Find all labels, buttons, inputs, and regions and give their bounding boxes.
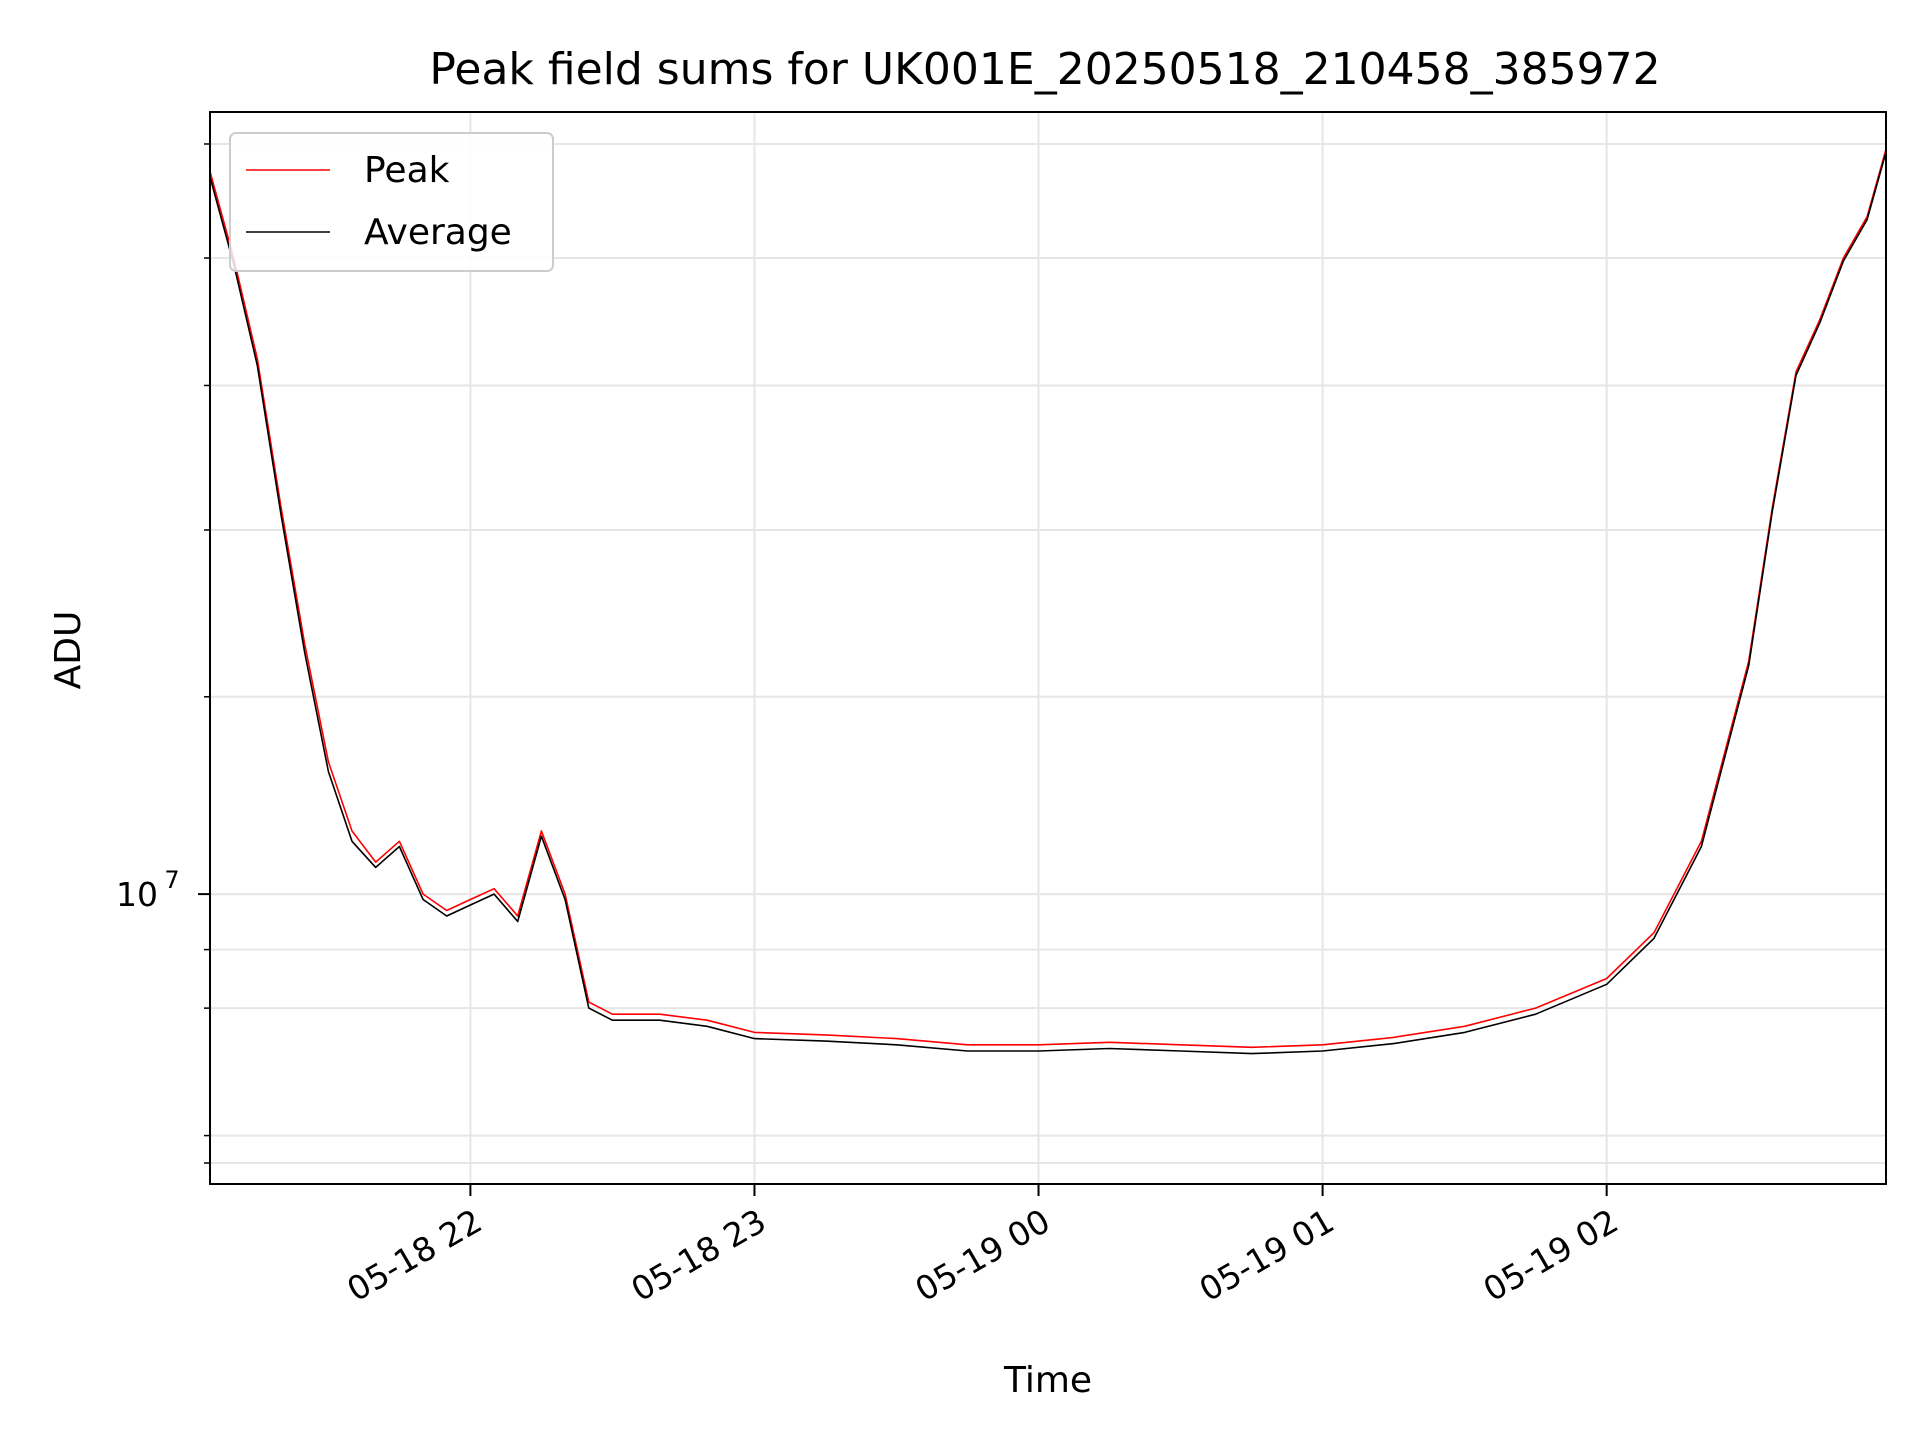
series-line-average	[210, 151, 1886, 1055]
series-layer	[210, 149, 1886, 1055]
legend: Peak Average	[229, 132, 554, 272]
legend-label-average: Average	[364, 212, 512, 253]
legend-label-peak: Peak	[364, 150, 450, 191]
series-line-peak	[210, 149, 1886, 1049]
chart-title: Peak field sums for UK001E_20250518_2104…	[429, 44, 1660, 95]
plot-frame	[209, 111, 1887, 1185]
y-axis-label: ADU	[48, 611, 89, 690]
y-tick-label: 10	[116, 875, 158, 914]
y-axis: 10 7	[116, 143, 210, 1164]
legend-box	[229, 132, 554, 272]
y-tick-exponent: 7	[164, 866, 179, 894]
grid	[210, 112, 1886, 1184]
x-axis-label: Time	[1003, 1360, 1092, 1401]
